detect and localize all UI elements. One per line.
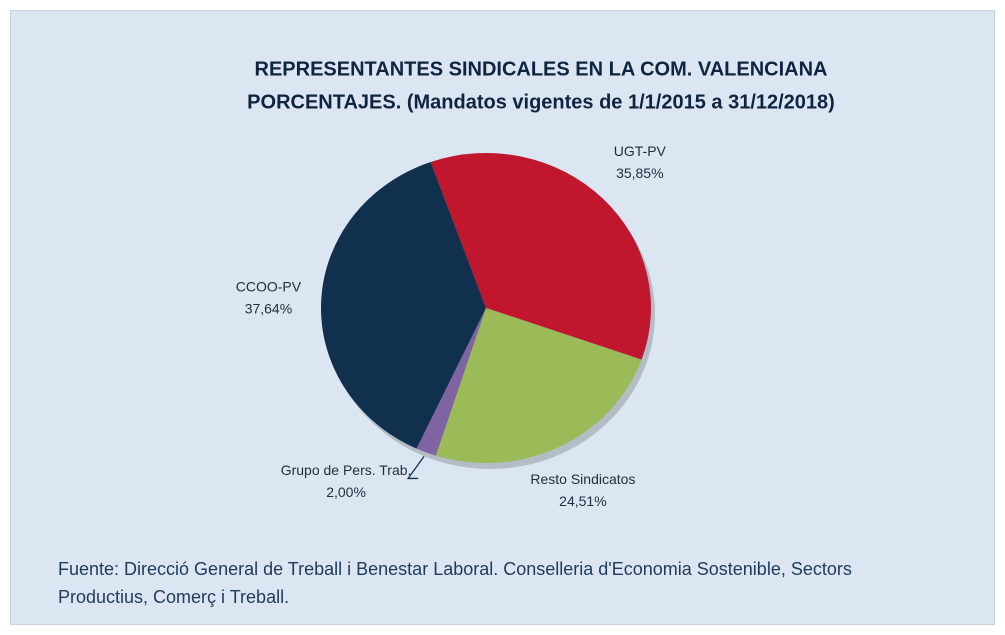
- data-label-name: Resto Sindicatos: [530, 471, 635, 487]
- chart-title: REPRESENTANTES SINDICALES EN LA COM. VAL…: [255, 58, 828, 80]
- data-label-name: Grupo de Pers. Trab.: [281, 462, 412, 478]
- pie-slice: [321, 161, 486, 449]
- pie-slice: [435, 308, 642, 463]
- chart-subtitle: PORCENTAJES. (Mandatos vigentes de 1/1/2…: [247, 91, 835, 113]
- data-label-name: UGT-PV: [614, 143, 667, 159]
- source-note: Fuente: Direcció General de Treball i Be…: [58, 559, 852, 607]
- data-label-value: 2,00%: [326, 484, 366, 500]
- pie-slice: [430, 153, 652, 360]
- leader-line: [406, 456, 425, 480]
- data-label-value: 35,85%: [616, 165, 663, 181]
- data-label-value: 37,64%: [245, 300, 292, 316]
- pie-slice: [416, 308, 486, 456]
- data-label-value: 24,51%: [559, 493, 606, 509]
- data-label-name: CCOO-PV: [236, 278, 302, 294]
